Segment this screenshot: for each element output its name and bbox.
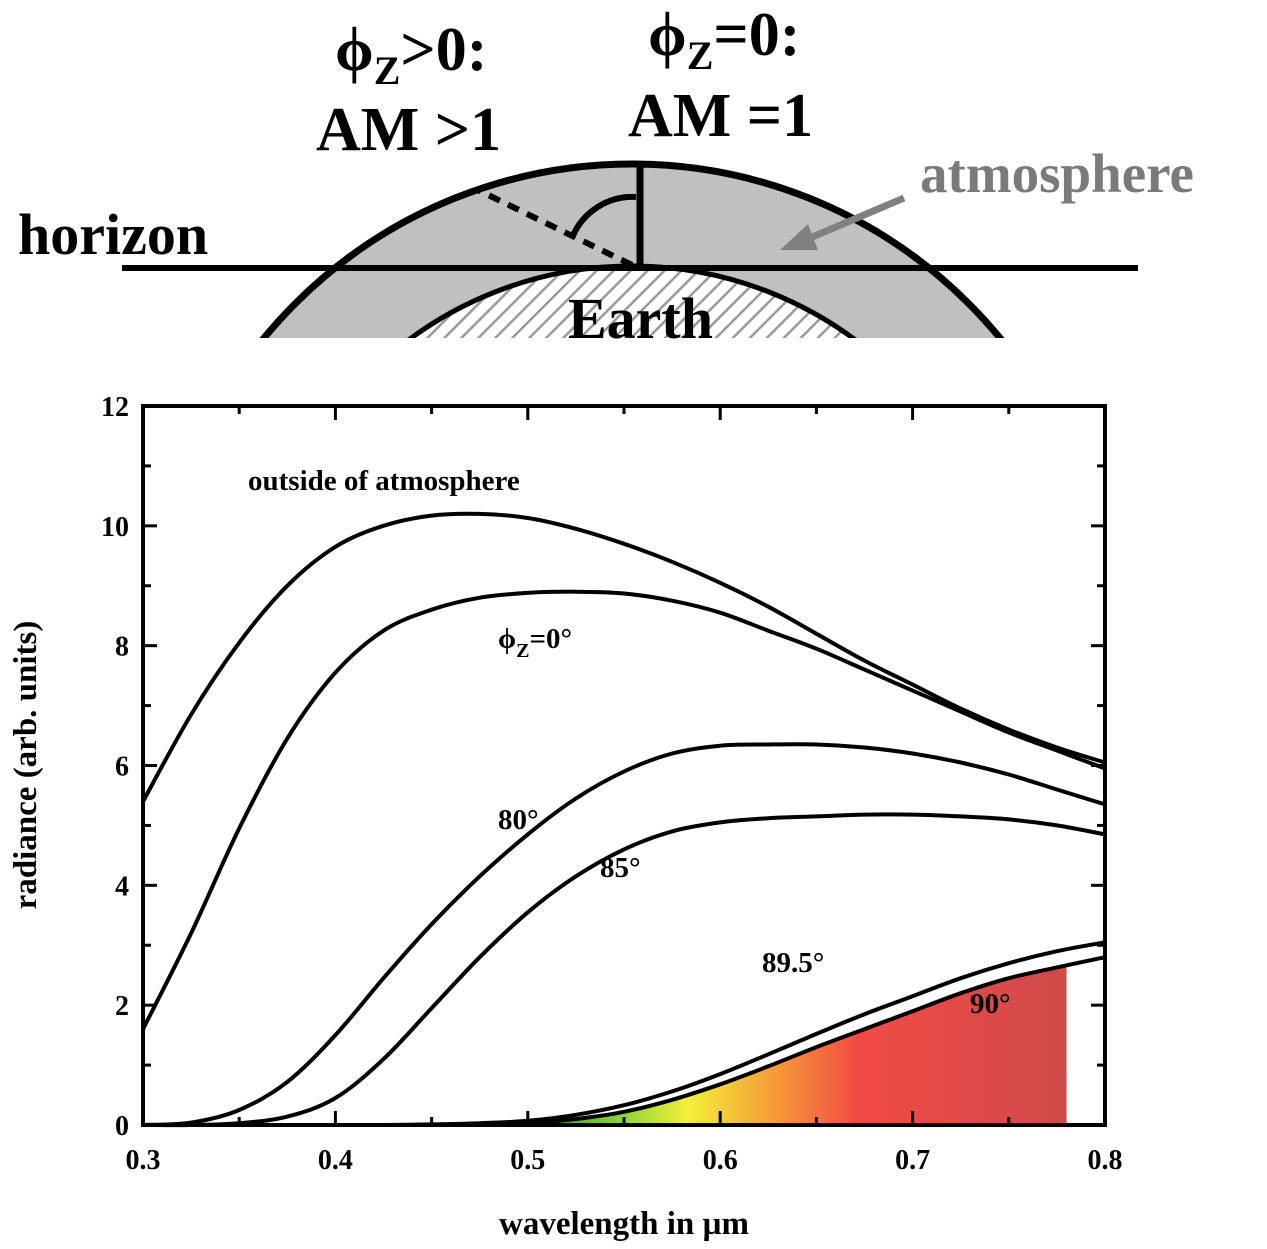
atmosphere-arrow xyxy=(808,194,906,242)
y-tick-label: 0 xyxy=(115,1111,129,1142)
label-earth: Earth xyxy=(568,286,713,351)
y-tick-label: 12 xyxy=(101,392,129,423)
x-tick-label: 0.5 xyxy=(510,1145,545,1176)
label-horizon: horizon xyxy=(18,202,208,267)
series-line-0 xyxy=(141,511,1106,803)
x-axis-label: wavelength in µm xyxy=(499,1206,749,1242)
label-phi-eq-0: ϕZ=0: xyxy=(648,1,800,78)
x-tick-label: 0.3 xyxy=(126,1145,161,1176)
label-90-deg: 90° xyxy=(970,988,1011,1020)
shaded-spectrum-area xyxy=(547,965,1067,1125)
radiance-chart: 0.3 0.4 0.5 0.6 0.7 0.8 0 2 4 6 8 10 12 outside of a… xyxy=(8,392,1123,1242)
label-phi-0: ϕZ=0° xyxy=(498,623,572,662)
label-atmosphere: atmosphere xyxy=(920,143,1194,204)
tick-labels: 0.3 0.4 0.5 0.6 0.7 0.8 0 2 4 6 8 10 12 xyxy=(101,392,1123,1176)
label-85-deg: 85° xyxy=(600,852,641,884)
x-tick-label: 0.8 xyxy=(1088,1145,1123,1176)
label-am-gt-1: AM >1 xyxy=(316,96,501,164)
y-tick-label: 6 xyxy=(115,752,129,783)
label-80-deg: 80° xyxy=(498,804,539,836)
slant-path-line xyxy=(476,187,634,268)
atmosphere-arrow-head xyxy=(780,224,818,250)
series-line-1 xyxy=(141,589,1106,1030)
atmosphere-shell xyxy=(259,160,1005,338)
label-outside-atmosphere: outside of atmosphere xyxy=(248,465,520,497)
y-tick-label: 10 xyxy=(101,512,129,543)
x-tick-label: 0.7 xyxy=(895,1145,930,1176)
series-line-2 xyxy=(142,742,1106,1127)
label-89-5-deg: 89.5° xyxy=(762,947,824,979)
label-phi-gt-0: ϕZ>0: xyxy=(335,16,487,93)
plot-frame xyxy=(141,404,1107,1127)
y-tick-label: 4 xyxy=(115,871,129,902)
y-tick-label: 2 xyxy=(115,991,129,1022)
label-am-eq-1: AM =1 xyxy=(628,82,813,150)
atmosphere-diagram xyxy=(122,160,1138,338)
x-tick-label: 0.6 xyxy=(703,1145,738,1176)
y-tick-label: 8 xyxy=(115,632,129,663)
series-line-3 xyxy=(142,812,1106,1128)
y-axis-label: radiance (arb. units) xyxy=(8,621,44,910)
zenith-angle-arc xyxy=(569,193,637,240)
x-tick-label: 0.4 xyxy=(318,1145,353,1176)
